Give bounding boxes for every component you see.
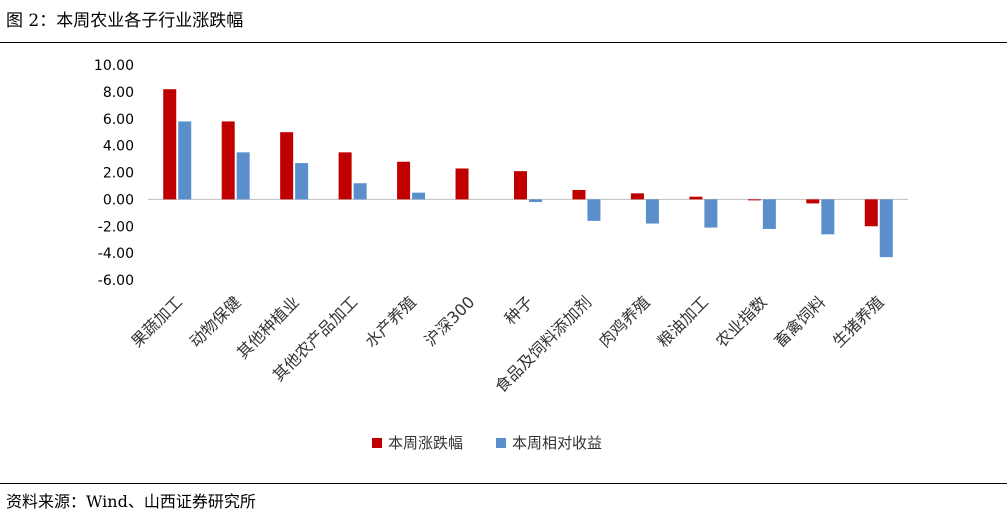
- bars-group: [163, 89, 893, 258]
- bar-relative-return: [645, 199, 659, 224]
- x-category-label: 生猪养殖: [829, 292, 888, 351]
- bar-weekly-change: [455, 168, 469, 200]
- legend: 本周涨跌幅 本周相对收益: [372, 434, 602, 452]
- bar-relative-return: [587, 199, 601, 221]
- bar-weekly-change: [221, 121, 235, 200]
- bar-weekly-change: [572, 189, 586, 200]
- x-category-label: 种子: [501, 292, 537, 328]
- bar-relative-return: [412, 192, 426, 200]
- x-category-label: 畜禽饲料: [770, 292, 829, 351]
- y-tick-label: 6.00: [103, 112, 134, 128]
- bar-relative-return: [178, 121, 192, 200]
- x-category-label: 肉鸡养殖: [595, 292, 654, 351]
- y-tick-label: 0.00: [103, 192, 134, 208]
- bar-relative-return: [879, 199, 893, 258]
- y-tick-label: -6.00: [98, 273, 134, 289]
- y-tick-label: 10.00: [94, 58, 134, 74]
- x-category-label: 粮油加工: [654, 292, 713, 351]
- x-category-label: 农业指数: [712, 292, 771, 351]
- bar-chart: 10.00 8.00 6.00 4.00 2.00 0.00 -2.00 -4.00 -6.00…: [94, 58, 908, 452]
- y-tick-label: 2.00: [103, 166, 134, 182]
- y-axis: 10.00 8.00 6.00 4.00 2.00 0.00 -2.00 -4.00 -6.00: [94, 58, 134, 289]
- bar-weekly-change: [689, 196, 703, 200]
- bar-relative-return: [704, 199, 718, 228]
- bar-weekly-change: [630, 193, 644, 200]
- y-tick-label: 4.00: [103, 139, 134, 155]
- y-tick-label: 8.00: [103, 85, 134, 101]
- bar-weekly-change: [280, 132, 294, 200]
- legend-label: 本周相对收益: [512, 434, 602, 452]
- x-category-label: 果蔬加工: [127, 292, 186, 351]
- bar-weekly-change: [806, 199, 820, 204]
- legend-swatch: [372, 438, 382, 448]
- x-category-label: 动物保健: [186, 292, 245, 351]
- bar-weekly-change: [163, 89, 177, 200]
- bar-relative-return: [529, 199, 542, 203]
- bar-weekly-change: [397, 161, 411, 200]
- bar-relative-return: [821, 199, 835, 235]
- top-rule: [0, 42, 1007, 43]
- bar-relative-return: [353, 183, 367, 200]
- bottom-rule: [0, 483, 1007, 484]
- y-tick-label: -2.00: [98, 219, 134, 235]
- bar-relative-return: [295, 163, 309, 200]
- x-category-label: 水产养殖: [361, 292, 420, 351]
- bar-weekly-change: [338, 152, 352, 200]
- bar-weekly-change: [864, 199, 878, 227]
- bar-weekly-change: [514, 171, 527, 200]
- figure-title: 图 2：本周农业各子行业涨跌幅: [6, 11, 244, 31]
- bar-relative-return: [236, 152, 250, 200]
- bar-relative-return: [762, 199, 776, 229]
- legend-swatch: [496, 438, 506, 448]
- source-note: 资料来源：Wind、山西证券研究所: [6, 492, 256, 511]
- legend-label: 本周涨跌幅: [388, 434, 463, 452]
- bar-weekly-change: [747, 199, 761, 201]
- x-category-label: 沪深300: [421, 292, 479, 350]
- y-tick-label: -4.00: [98, 246, 134, 262]
- x-axis-labels: 果蔬加工 动物保健其他种植业其他农产品加工 水产养殖 沪深300 种子食品及饲料添加剂肉…: [127, 292, 887, 396]
